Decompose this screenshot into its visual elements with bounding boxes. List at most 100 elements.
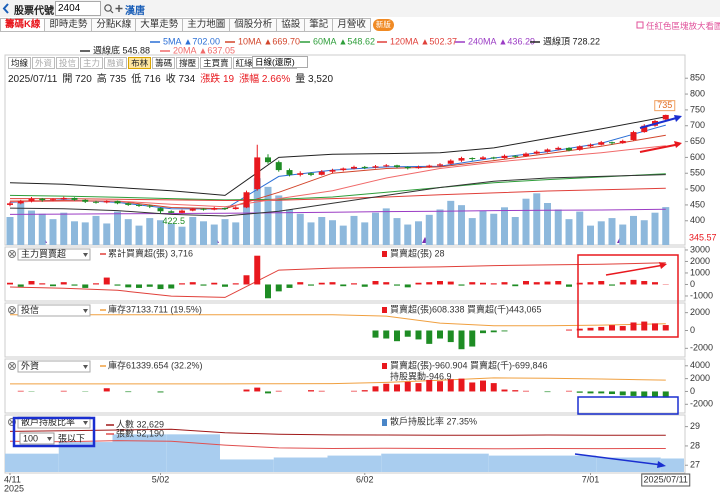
volume-bar xyxy=(189,217,197,245)
volume-bar xyxy=(554,209,562,245)
bar xyxy=(125,284,132,288)
candle-body xyxy=(189,208,196,211)
bar xyxy=(254,387,261,392)
tab[interactable]: 協設 xyxy=(277,18,306,32)
bar xyxy=(576,328,583,331)
toolbar-button[interactable]: 融資 xyxy=(104,57,128,69)
add-icon[interactable] xyxy=(115,5,123,12)
dropdown-arrow xyxy=(83,253,88,257)
code-input[interactable]: 2404 xyxy=(55,1,101,16)
volume-bar xyxy=(350,215,358,245)
tab[interactable]: 籌碼K線 xyxy=(0,18,46,32)
toolbar-button[interactable]: 主力 xyxy=(80,57,104,69)
bar xyxy=(404,284,411,288)
low-label: 422.5 xyxy=(163,216,186,226)
bar xyxy=(566,284,572,287)
area-step xyxy=(435,453,489,472)
close-icon[interactable] xyxy=(8,306,16,314)
tab[interactable]: 即時走勢 xyxy=(45,18,93,32)
bar xyxy=(566,329,572,331)
bar xyxy=(222,284,228,287)
period-select[interactable]: 日線(還原) xyxy=(252,56,308,68)
line-legend: 庫存61339.654 (32.2%) xyxy=(108,359,203,370)
candle-body xyxy=(17,201,24,204)
quote-item: 2025/07/11 xyxy=(8,74,58,85)
tab[interactable]: 月營收 xyxy=(333,18,371,32)
back-icon[interactable] xyxy=(2,3,9,14)
line-series xyxy=(10,187,666,202)
high-label-box xyxy=(654,100,676,112)
legend-label: 10MA ▲669.70 xyxy=(238,36,300,46)
volume-bar xyxy=(372,212,379,245)
candle-body xyxy=(308,173,314,175)
volume-bar xyxy=(103,223,111,245)
candle-body xyxy=(82,199,89,202)
selector-box[interactable] xyxy=(17,304,91,317)
candle-body xyxy=(329,170,336,172)
line-series xyxy=(9,208,666,215)
bar xyxy=(265,391,271,394)
toolbar-button[interactable]: 主買賣 xyxy=(200,57,232,69)
bar xyxy=(469,282,476,285)
threshold: 100 xyxy=(23,433,38,443)
volume-bar xyxy=(146,218,154,245)
tab[interactable]: 個股分析 xyxy=(230,18,278,32)
bar xyxy=(523,390,529,392)
bar xyxy=(458,330,465,350)
bar xyxy=(60,282,67,285)
search-icon[interactable] xyxy=(104,4,112,12)
volume-bar xyxy=(28,210,35,245)
red-arrow xyxy=(639,143,681,153)
selector: 投信 xyxy=(21,304,39,315)
y-tick-label: 700 xyxy=(690,120,705,130)
volume-bar xyxy=(232,222,240,245)
bar xyxy=(587,391,594,394)
bar xyxy=(469,330,476,347)
toolbar-button[interactable]: 籌碼 xyxy=(152,57,176,69)
year-label: 2025 xyxy=(4,483,24,492)
close-icon[interactable] xyxy=(8,250,16,258)
volume-bar xyxy=(565,219,573,245)
bar xyxy=(587,327,594,331)
selector-box[interactable] xyxy=(17,360,91,373)
area-step xyxy=(166,434,220,472)
dropdown-arrow xyxy=(83,421,88,425)
candle-body xyxy=(523,153,529,157)
x-tick-label: 7/01 xyxy=(582,474,600,484)
bar xyxy=(662,325,669,331)
toolbar-button[interactable]: 投信 xyxy=(56,57,80,69)
bar xyxy=(168,284,175,289)
dropdown-arrow xyxy=(47,437,52,441)
bar xyxy=(82,284,89,288)
volume-bar xyxy=(393,218,401,245)
bar xyxy=(17,390,24,392)
bar xyxy=(394,384,400,392)
tab[interactable]: 主力地圖 xyxy=(183,18,231,32)
y-tick-label: 0 xyxy=(690,279,695,289)
candle-body xyxy=(619,140,626,144)
toolbar-button[interactable]: 布林 xyxy=(128,57,152,69)
line-series xyxy=(9,428,666,436)
bar xyxy=(458,284,465,286)
bar xyxy=(157,391,164,393)
volume-bar xyxy=(533,193,541,245)
tab[interactable]: 筆記 xyxy=(305,18,334,32)
zoom-hint-checkbox[interactable] xyxy=(636,21,644,29)
tab[interactable]: 分點K線 xyxy=(92,18,137,32)
bar xyxy=(533,282,540,285)
selector-box[interactable] xyxy=(17,248,91,261)
volume-bar xyxy=(544,203,551,245)
bar xyxy=(243,389,250,392)
close-icon[interactable] xyxy=(8,418,16,426)
toolbar-button[interactable]: 撐壓 xyxy=(176,57,200,69)
quote-item: 量 3,520 xyxy=(295,74,334,85)
toolbar-button[interactable]: 外資 xyxy=(32,57,56,69)
volume-bar xyxy=(264,186,272,245)
volume-bar xyxy=(318,217,326,245)
tab[interactable]: 大單走勢 xyxy=(136,18,184,32)
y-tick-label: 4000 xyxy=(690,360,710,370)
y-tick-label: 2000 xyxy=(690,373,710,383)
close-icon[interactable] xyxy=(8,362,16,370)
toolbar-button[interactable]: 均線 xyxy=(8,57,32,69)
